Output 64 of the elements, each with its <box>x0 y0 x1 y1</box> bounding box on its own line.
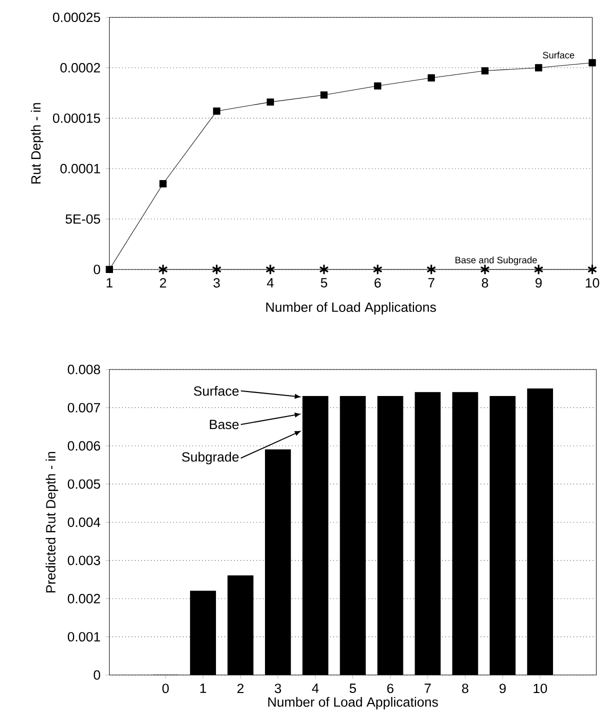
point <box>266 98 274 106</box>
x-tick-label: 9 <box>536 278 542 288</box>
series-label: Base and Subgrade <box>456 256 537 266</box>
x-tick-label: 5 <box>320 278 328 288</box>
point <box>480 264 490 275</box>
x-tick-label: 6 <box>387 684 394 694</box>
annotation: Surface <box>194 386 239 396</box>
x-tick-label: 2 <box>237 684 244 694</box>
x-axis-title: Number of Load Applications <box>268 696 438 710</box>
point <box>374 82 382 90</box>
y-tick-label: 0.00025 <box>53 12 100 22</box>
y-tick-label: 0 <box>94 264 100 274</box>
point <box>213 108 220 115</box>
point <box>535 64 542 72</box>
x-tick-label: 5 <box>350 684 356 693</box>
point <box>428 74 435 82</box>
point <box>159 180 167 188</box>
x-tick-label: 4 <box>312 684 319 693</box>
point <box>587 264 598 275</box>
point <box>372 264 383 275</box>
y-tick-label: 0.0001 <box>60 164 100 174</box>
x-tick-label: 1 <box>106 278 112 288</box>
y-tick-label: 0.006 <box>68 441 100 451</box>
y-tick-label: 5E-05 <box>66 214 100 224</box>
point <box>266 264 276 275</box>
y-tick-label: 0.002 <box>68 594 100 604</box>
x-tick-label: 8 <box>462 684 468 694</box>
point <box>320 91 328 99</box>
x-tick-label: 0 <box>162 684 169 694</box>
x-tick-label: 2 <box>160 278 166 288</box>
x-tick-label: 1 <box>200 684 206 693</box>
y-tick-label: 0.00015 <box>53 113 100 123</box>
y-tick-label: 0.003 <box>68 556 100 566</box>
x-axis-title: Number of Load Applications <box>266 302 436 315</box>
point <box>158 264 168 275</box>
y-tick-label: 0 <box>94 670 100 680</box>
y-tick-label: 0.001 <box>68 632 100 642</box>
annotation: Subgrade <box>182 452 239 464</box>
point <box>588 59 596 66</box>
point <box>534 264 544 275</box>
x-tick-label: 7 <box>424 684 431 693</box>
x-tick-label: 8 <box>482 278 488 288</box>
point <box>319 264 329 275</box>
annotation: Base <box>210 420 239 430</box>
point <box>481 67 489 74</box>
y-tick-label: 0.0002 <box>60 63 100 72</box>
y-tick-label: 0.008 <box>68 364 100 374</box>
x-tick-label: 6 <box>374 278 381 288</box>
point <box>106 266 114 274</box>
y-tick-label: 0.004 <box>68 518 100 527</box>
x-tick-label: 10 <box>586 278 600 288</box>
x-tick-label: 10 <box>534 684 548 694</box>
point <box>426 264 436 275</box>
y-tick-label: 0.005 <box>68 479 100 489</box>
x-tick-label: 7 <box>428 278 434 288</box>
x-tick-label: 9 <box>500 684 506 694</box>
x-tick-label: 3 <box>214 278 220 288</box>
x-tick-label: 3 <box>274 684 282 694</box>
point <box>212 264 222 275</box>
x-tick-label: 4 <box>266 278 274 288</box>
series-label: Surface <box>542 52 574 58</box>
y-axis-title: Predicted Rut Depth - in <box>46 452 58 592</box>
y-axis-title: Rut Depth - in <box>30 103 44 184</box>
y-tick-label: 0.007 <box>68 402 100 412</box>
